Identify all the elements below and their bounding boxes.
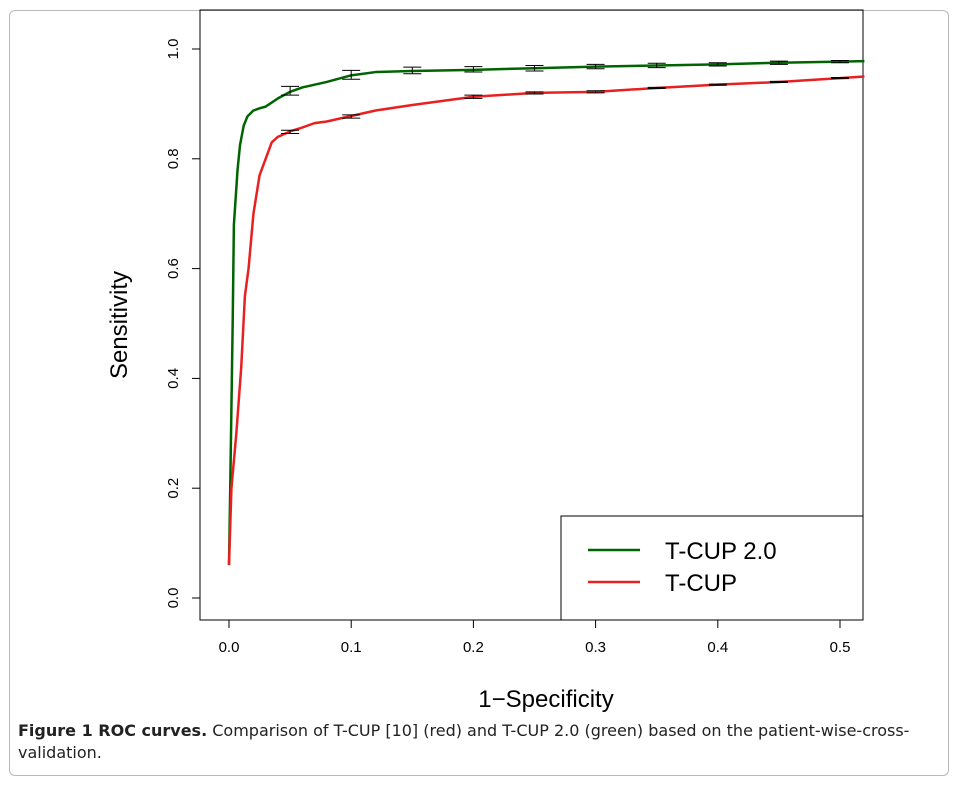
x-tick-label: 0.1 (341, 639, 362, 656)
error-bar (342, 114, 361, 119)
legend: T-CUP 2.0 T-CUP (560, 515, 864, 621)
caption-label: Figure 1 ROC curves. (18, 721, 208, 740)
error-bar (464, 94, 483, 99)
error-bar (708, 83, 727, 86)
error-bar (769, 60, 788, 65)
y-tick-label: 0.4 (165, 368, 182, 389)
y-tick-label: 0.2 (165, 478, 182, 499)
error-bar (647, 62, 666, 69)
x-tick-label: 0.0 (219, 639, 240, 656)
x-tick-label: 0.3 (585, 639, 606, 656)
error-bar (586, 90, 605, 94)
y-tick-label: 0.8 (165, 148, 182, 169)
legend-label-1: T-CUP (665, 570, 737, 597)
x-axis-title: 1−Specificity (478, 686, 613, 713)
error-bar (831, 60, 849, 64)
error-bar (464, 66, 483, 73)
x-tick-label: 0.4 (707, 639, 728, 656)
figure-frame (9, 10, 949, 776)
y-tick-label: 0.6 (165, 258, 182, 279)
caption-text: Comparison of T-CUP [10] (red) and T-CUP… (18, 721, 910, 762)
series-line-1 (227, 75, 865, 566)
error-bar (403, 66, 422, 75)
figure-caption: Figure 1 ROC curves. Comparison of T-CUP… (18, 720, 943, 764)
series-line-0 (227, 59, 865, 566)
error-bar (342, 69, 361, 80)
error-bar (647, 86, 666, 90)
y-axis-title: Sensitivity (106, 271, 133, 379)
y-tick-label: 0.0 (165, 588, 182, 609)
error-bar (525, 91, 544, 95)
error-bar (281, 85, 300, 96)
error-bar (525, 64, 544, 72)
legend-label-0: T-CUP 2.0 (665, 538, 777, 565)
error-bar (586, 63, 605, 70)
x-tick-label: 0.2 (463, 639, 484, 656)
legend-box (560, 515, 864, 621)
x-tick-label: 0.5 (830, 639, 851, 656)
error-bar (281, 129, 300, 135)
error-bar (769, 80, 788, 83)
y-tick-label: 1.0 (165, 39, 182, 60)
error-bar (831, 77, 849, 80)
error-bar (708, 62, 727, 67)
roc-chart: 0.0 0.1 0.2 0.3 0.4 0.5 0.0 0.2 0.4 0.6 0.8 1.0 1−S… (106, 9, 865, 713)
